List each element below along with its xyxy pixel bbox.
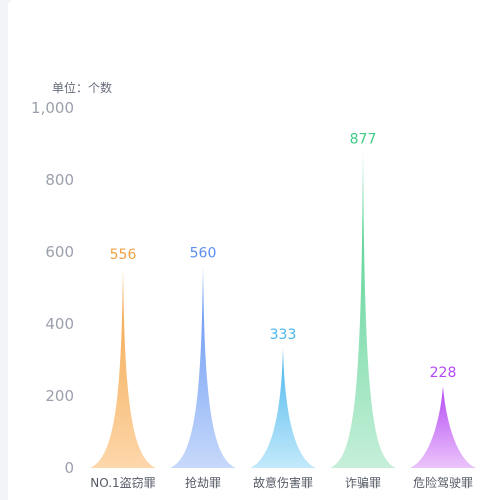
bar-spike[interactable] <box>170 266 236 468</box>
y-tick-label: 400 <box>45 315 74 333</box>
y-tick-label: 800 <box>45 171 74 189</box>
x-category-label: 诈骗罪 <box>345 475 381 490</box>
y-tick-label: 600 <box>45 243 74 261</box>
bar-value-label: 560 <box>190 245 217 261</box>
y-tick-label: 1,000 <box>31 99 74 117</box>
unit-label: 单位：个数 <box>52 80 112 95</box>
bar-spike[interactable] <box>410 385 476 468</box>
bar-spike[interactable] <box>330 152 396 468</box>
bar-value-label: 556 <box>110 247 137 263</box>
x-category-label: 危险驾驶罪 <box>413 475 473 490</box>
x-category-label: 故意伤害罪 <box>253 475 313 490</box>
x-category-label: NO.1盗窃罪 <box>90 475 155 490</box>
x-category-label: 抢劫罪 <box>185 475 221 490</box>
chart-card <box>8 0 500 500</box>
bar-value-label: 228 <box>430 365 457 381</box>
bar-value-label: 877 <box>350 131 377 147</box>
bar-value-label: 333 <box>270 327 297 343</box>
bar-spike[interactable] <box>90 267 156 468</box>
bar-spike[interactable] <box>250 348 316 468</box>
y-tick-label: 0 <box>64 459 74 477</box>
y-tick-label: 200 <box>45 387 74 405</box>
